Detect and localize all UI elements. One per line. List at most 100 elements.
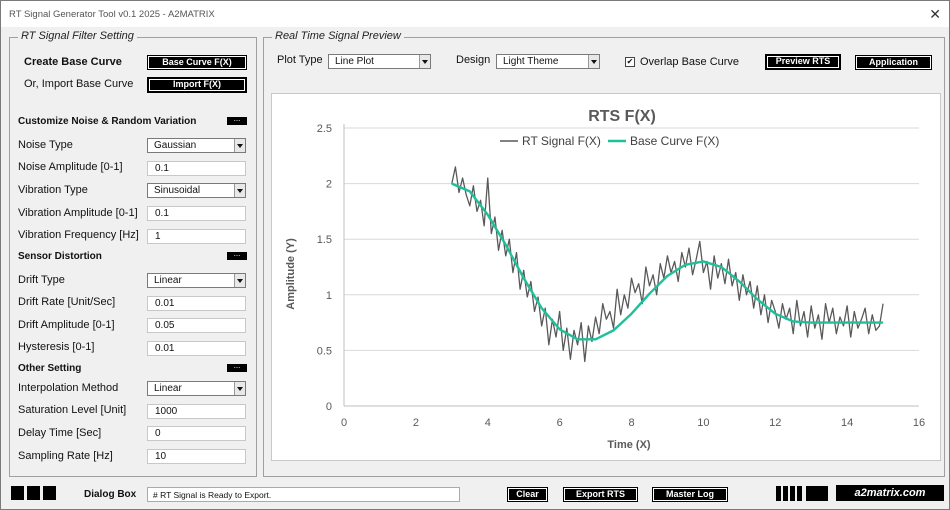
drift-amplitude-field[interactable]: 0.05 (147, 318, 246, 333)
clear-button[interactable]: Clear (507, 487, 548, 502)
drift-amplitude-value: 0.05 (155, 320, 175, 331)
drift-rate-field[interactable]: 0.01 (147, 296, 246, 311)
site-label[interactable]: a2matrix.com (836, 485, 944, 501)
preview-rts-button[interactable]: Preview RTS (765, 54, 841, 70)
noise-type-select[interactable]: Gaussian (147, 138, 246, 153)
vibration-frequency-label: Vibration Frequency [Hz] (18, 229, 139, 241)
x-tick-label: 2 (413, 417, 419, 429)
vibration-amplitude-value: 0.1 (155, 208, 169, 219)
y-axis-label: Amplitude (Y) (285, 238, 297, 310)
vibration-type-value: Sinusoidal (154, 185, 201, 196)
filter-setting-title: RT Signal Filter Setting (18, 30, 137, 42)
noise-amplitude-label: Noise Amplitude [0-1] (18, 161, 123, 173)
drift-rate-value: 0.01 (155, 298, 175, 309)
overlap-checkbox[interactable]: ✔ (625, 57, 635, 67)
saturation-value: 1000 (155, 406, 178, 417)
vibration-type-label: Vibration Type (18, 184, 88, 196)
y-tick-label: 2.5 (317, 123, 332, 135)
dialog-box-field[interactable]: # RT Signal is Ready to Export. (147, 487, 460, 502)
drift-rate-label: Drift Rate [Unit/Sec] (18, 296, 116, 308)
y-tick-label: 1.5 (317, 234, 332, 246)
noise-type-value: Gaussian (154, 140, 197, 151)
import-base-curve-label: Or, Import Base Curve (24, 78, 134, 90)
drift-type-select[interactable]: Linear (147, 273, 246, 288)
chevron-down-icon[interactable] (234, 274, 245, 287)
dialog-box-text: # RT Signal is Ready to Export. (153, 490, 272, 500)
noise-section-title: Customize Noise & Random Variation (18, 116, 197, 127)
saturation-label: Saturation Level [Unit] (18, 404, 127, 416)
vibration-type-select[interactable]: Sinusoidal (147, 183, 246, 198)
delay-value: 0 (155, 428, 161, 439)
sensor-options-button[interactable]: ... (227, 250, 247, 260)
noise-options-button[interactable]: ... (227, 115, 247, 125)
interpolation-value: Linear (154, 383, 182, 394)
vibration-frequency-value: 1 (155, 231, 161, 242)
noise-amplitude-value: 0.1 (155, 163, 169, 174)
chart-legend: RT Signal F(X) Base Curve F(X) (500, 134, 719, 148)
vibration-amplitude-field[interactable]: 0.1 (147, 206, 246, 221)
legend-label: Base Curve F(X) (630, 134, 719, 148)
export-rts-button[interactable]: Export RTS (563, 487, 638, 502)
status-bar-1 (776, 486, 781, 501)
sampling-label: Sampling Rate [Hz] (18, 450, 113, 462)
status-bar-5 (806, 486, 828, 501)
chevron-down-icon[interactable] (234, 382, 245, 395)
plot-type-value: Line Plot (335, 56, 374, 67)
window-title: RT Signal Generator Tool v0.1 2025 - A2M… (9, 9, 215, 20)
dialog-box-label: Dialog Box (84, 489, 137, 500)
chart-area: 0 0.5 1 1.5 2 2.5 0 2 4 6 8 10 12 14 16 RTS F(X) RT Si… (271, 93, 941, 461)
delay-field[interactable]: 0 (147, 426, 246, 441)
chart-title: RTS F(X) (588, 108, 656, 125)
drift-amplitude-label: Drift Amplitude [0-1] (18, 319, 115, 331)
master-log-button[interactable]: Master Log (652, 487, 728, 502)
close-icon[interactable]: ✕ (929, 6, 941, 22)
x-tick-label: 12 (769, 417, 781, 429)
saturation-field[interactable]: 1000 (147, 404, 246, 419)
sampling-value: 10 (155, 451, 167, 462)
plot-type-label: Plot Type (277, 54, 323, 66)
chevron-down-icon[interactable] (419, 55, 430, 68)
x-tick-label: 14 (841, 417, 853, 429)
other-options-button[interactable]: ... (227, 362, 247, 372)
sampling-field[interactable]: 10 (147, 449, 246, 464)
y-tick-label: 0 (326, 401, 332, 413)
base-curve-series (451, 182, 884, 341)
drift-type-value: Linear (154, 275, 182, 286)
delay-label: Delay Time [Sec] (18, 427, 102, 439)
legend-label: RT Signal F(X) (522, 134, 601, 148)
plot-type-select[interactable]: Line Plot (328, 54, 431, 69)
x-tick-label: 4 (485, 417, 491, 429)
status-bar-4 (797, 486, 802, 501)
chevron-down-icon[interactable] (234, 139, 245, 152)
import-fx-button[interactable]: Import F(X) (147, 77, 247, 93)
signal-chart: 0 0.5 1 1.5 2 2.5 0 2 4 6 8 10 12 14 16 RTS F(X) RT Si… (285, 108, 925, 451)
design-select[interactable]: Light Theme (496, 54, 600, 69)
status-square-3 (43, 486, 56, 500)
base-curve-button[interactable]: Base Curve F(X) (147, 55, 247, 70)
hysteresis-field[interactable]: 0.01 (147, 341, 246, 356)
hysteresis-value: 0.01 (155, 343, 175, 354)
other-section-title: Other Setting (18, 363, 82, 374)
vibration-frequency-field[interactable]: 1 (147, 229, 246, 244)
title-bar: RT Signal Generator Tool v0.1 2025 - A2M… (1, 1, 949, 27)
vibration-amplitude-label: Vibration Amplitude [0-1] (18, 207, 138, 219)
x-tick-label: 8 (628, 417, 634, 429)
sensor-section-title: Sensor Distortion (18, 251, 102, 262)
noise-type-label: Noise Type (18, 139, 73, 151)
chevron-down-icon[interactable] (588, 55, 599, 68)
application-button[interactable]: Application (855, 55, 932, 70)
status-bar-3 (790, 486, 795, 501)
design-label: Design (456, 54, 491, 66)
noise-amplitude-field[interactable]: 0.1 (147, 161, 246, 176)
status-square-1 (11, 486, 24, 500)
chevron-down-icon[interactable] (234, 184, 245, 197)
filter-setting-panel: RT Signal Filter Setting (9, 30, 257, 477)
interpolation-select[interactable]: Linear (147, 381, 246, 396)
hysteresis-label: Hysteresis [0-1] (18, 341, 95, 353)
x-tick-label: 0 (341, 417, 347, 429)
signal-preview-panel: Real Time Signal Preview (263, 30, 945, 477)
interpolation-label: Interpolation Method (18, 382, 119, 394)
y-tick-label: 1 (326, 290, 332, 302)
status-square-2 (27, 486, 40, 500)
